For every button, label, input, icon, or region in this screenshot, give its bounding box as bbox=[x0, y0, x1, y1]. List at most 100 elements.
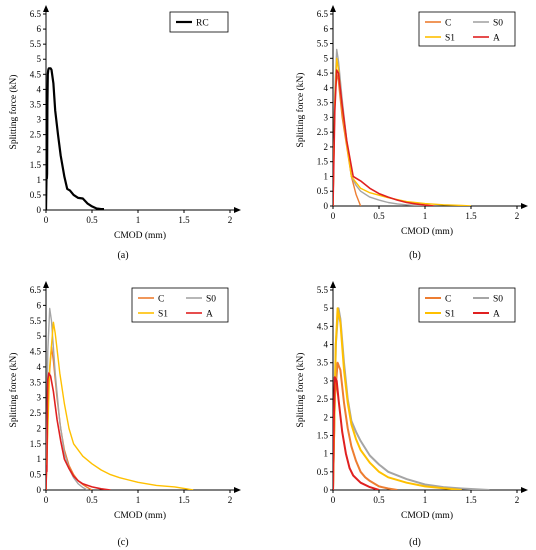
x-axis-arrow-icon bbox=[234, 207, 241, 213]
series-line-s1 bbox=[46, 321, 194, 490]
legend-entry-s1: S1 bbox=[445, 310, 455, 320]
chart-panel: 0 0.5 1 1.5 2 2.5 3 3.5 4 4.5 5 5.5 6 6.5 0 0.5 1 1.5 2 CMO… bbox=[295, 5, 528, 261]
series-line-a bbox=[46, 372, 111, 490]
legend-entry-s1: S1 bbox=[158, 310, 168, 320]
x-axis-arrow-icon bbox=[234, 487, 241, 493]
x-tick-label: 2 bbox=[515, 495, 520, 505]
y-tick-label: 2 bbox=[37, 145, 42, 155]
panel-caption: (c) bbox=[117, 537, 128, 548]
y-tick-label: 2 bbox=[324, 142, 329, 152]
legend-entry-a: A bbox=[493, 310, 500, 320]
series-line-s1 bbox=[333, 307, 462, 490]
y-tick-label: 6.5 bbox=[317, 9, 329, 19]
y-tick-label: 4.5 bbox=[30, 347, 42, 357]
y-tick-label: 5.5 bbox=[30, 39, 42, 49]
legend-entry-rc: RC bbox=[196, 19, 209, 29]
y-tick-label: 0.5 bbox=[317, 467, 329, 477]
y-tick-label: 1 bbox=[37, 175, 42, 185]
x-tick-label: 1 bbox=[136, 495, 141, 505]
y-tick-label: 4.5 bbox=[317, 321, 329, 331]
y-tick-label: 4.5 bbox=[30, 69, 42, 79]
panel-caption: (d) bbox=[409, 537, 421, 548]
x-axis-arrow-icon bbox=[521, 203, 528, 209]
series-line-c bbox=[333, 361, 398, 490]
y-tick-label: 5.5 bbox=[317, 39, 329, 49]
y-tick-label: 4 bbox=[324, 340, 329, 350]
series-line-a bbox=[333, 376, 380, 490]
x-tick-label: 1 bbox=[423, 211, 428, 221]
x-axis-label: CMOD (mm) bbox=[401, 226, 453, 237]
y-tick-label: 0.5 bbox=[30, 190, 42, 200]
x-axis-label: CMOD (mm) bbox=[114, 510, 166, 521]
series-line-s0 bbox=[46, 307, 88, 490]
y-tick-label: 4 bbox=[37, 84, 42, 94]
x-tick-label: 1.5 bbox=[465, 495, 477, 505]
x-tick-label: 1.5 bbox=[465, 211, 477, 221]
y-tick-label: 6 bbox=[324, 24, 329, 34]
panel-caption: (a) bbox=[117, 250, 128, 261]
x-axis-label: CMOD (mm) bbox=[401, 510, 453, 521]
y-tick-label: 6.5 bbox=[30, 285, 42, 295]
x-tick-label: 1 bbox=[136, 215, 141, 225]
y-tick-label: 1 bbox=[324, 449, 329, 459]
x-axis-label: CMOD (mm) bbox=[114, 230, 166, 241]
y-tick-label: 2.5 bbox=[317, 394, 329, 404]
y-tick-label: 4 bbox=[37, 362, 42, 372]
y-tick-label: 3 bbox=[37, 115, 42, 125]
y-axis-label: Splitting force (kN) bbox=[8, 75, 19, 150]
x-tick-label: 1 bbox=[423, 495, 428, 505]
y-tick-label: 0 bbox=[324, 201, 329, 211]
legend-entry-a: A bbox=[493, 34, 500, 44]
legend-entry-c: C bbox=[445, 19, 451, 29]
y-tick-label: 1 bbox=[324, 171, 329, 181]
y-axis-arrow-icon bbox=[43, 281, 49, 288]
legend-entry-c: C bbox=[445, 295, 451, 305]
legend-box bbox=[131, 287, 229, 323]
x-tick-label: 1.5 bbox=[178, 495, 190, 505]
y-tick-label: 1 bbox=[37, 454, 42, 464]
y-tick-label: 1.5 bbox=[30, 439, 42, 449]
legend-entry-s0: S0 bbox=[206, 295, 216, 305]
legend-box bbox=[169, 11, 229, 33]
series-line-rc bbox=[46, 67, 104, 210]
x-tick-label: 0 bbox=[331, 495, 336, 505]
y-tick-label: 5 bbox=[324, 303, 329, 313]
y-tick-label: 6.5 bbox=[30, 9, 42, 19]
legend-entry-c: C bbox=[158, 295, 164, 305]
series-line-s0 bbox=[333, 48, 426, 206]
y-tick-label: 1.5 bbox=[317, 157, 329, 167]
x-tick-label: 0 bbox=[331, 211, 336, 221]
legend-box bbox=[418, 287, 516, 323]
y-tick-label: 0 bbox=[37, 485, 42, 495]
y-tick-label: 3.5 bbox=[30, 99, 42, 109]
series-line-s1 bbox=[333, 57, 472, 206]
x-tick-label: 2 bbox=[228, 495, 233, 505]
y-tick-label: 6 bbox=[37, 300, 42, 310]
series-line-a bbox=[333, 69, 435, 206]
y-tick-label: 5.5 bbox=[317, 285, 329, 295]
y-tick-label: 5 bbox=[324, 53, 329, 63]
y-axis-arrow-icon bbox=[330, 281, 336, 288]
x-axis-arrow-icon bbox=[521, 487, 528, 493]
y-tick-label: 2.5 bbox=[30, 408, 42, 418]
y-tick-label: 0 bbox=[324, 485, 329, 495]
y-axis-label: Splitting force (kN) bbox=[295, 353, 306, 428]
legend-entry-s0: S0 bbox=[493, 295, 503, 305]
legend-entry-s0: S0 bbox=[493, 19, 503, 29]
y-axis-label: Splitting force (kN) bbox=[295, 73, 306, 148]
y-tick-label: 0.5 bbox=[317, 186, 329, 196]
y-tick-label: 0 bbox=[37, 205, 42, 215]
y-tick-label: 1.5 bbox=[317, 430, 329, 440]
y-tick-label: 3.5 bbox=[30, 377, 42, 387]
y-axis-arrow-icon bbox=[43, 5, 49, 12]
chart-panel: 0 0.5 1 1.5 2 2.5 3 3.5 4 4.5 5 5.5 0 0.5 1 1.5 2 CMOD (m… bbox=[295, 281, 528, 548]
y-tick-label: 6 bbox=[37, 24, 42, 34]
y-tick-label: 5.5 bbox=[30, 316, 42, 326]
x-tick-label: 0 bbox=[44, 215, 49, 225]
y-tick-label: 2 bbox=[37, 423, 42, 433]
y-tick-label: 1.5 bbox=[30, 160, 42, 170]
panel-caption: (b) bbox=[409, 250, 421, 261]
chart-panel: 0 0.5 1 1.5 2 2.5 3 3.5 4 4.5 5 5.5 6 6.5 0 0.5 1 1.5 2 CMO… bbox=[8, 281, 241, 548]
x-tick-label: 0.5 bbox=[86, 215, 98, 225]
